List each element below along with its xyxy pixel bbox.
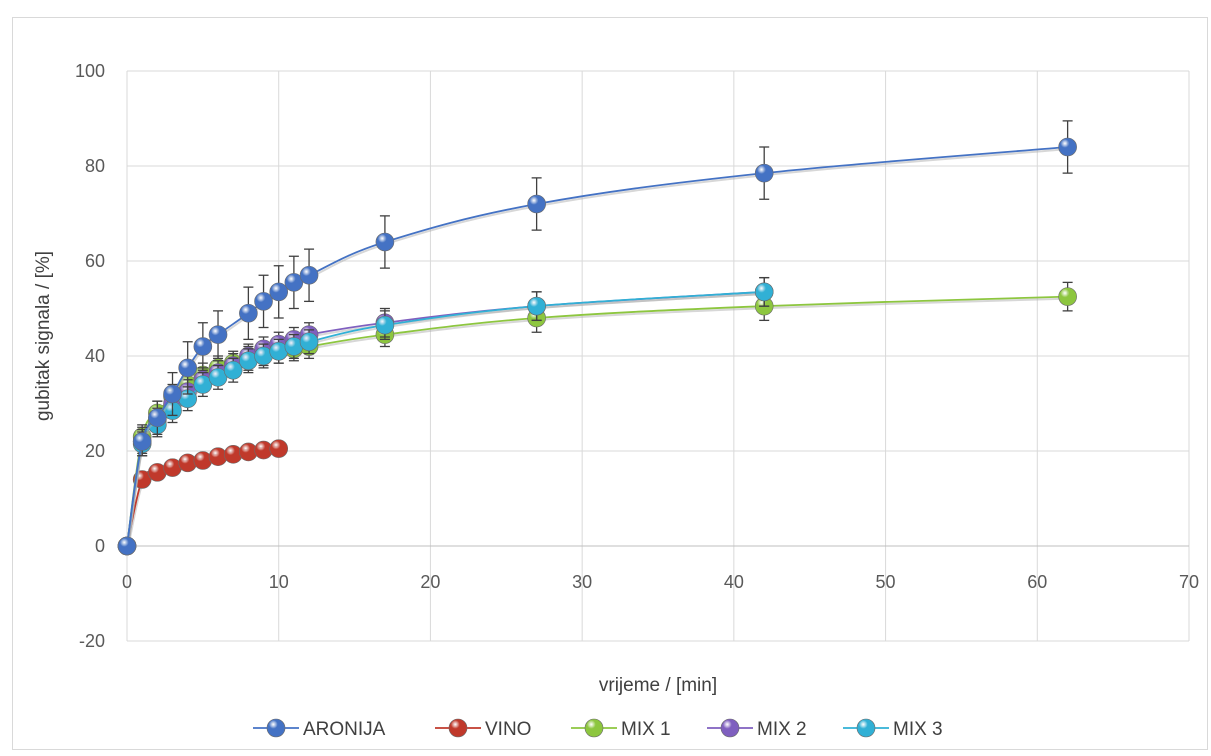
data-point <box>223 360 243 380</box>
legend-marker <box>584 718 604 738</box>
data-point <box>375 232 395 252</box>
data-point <box>178 358 197 378</box>
x-tick-label: 60 <box>1027 572 1047 592</box>
data-point <box>148 408 167 428</box>
y-tick-label: 40 <box>85 346 105 366</box>
chart-svg: -20 0 20 40 60 80 100 0 10 20 30 40 50 60 70 vrijeme … <box>33 61 1199 740</box>
data-point <box>117 536 137 556</box>
series-line <box>126 295 1068 547</box>
data-point <box>193 375 213 394</box>
legend-item-mix-1: MIX 1 <box>571 718 671 740</box>
y-tick-label: 60 <box>85 251 105 271</box>
legend-item-vino: VINO <box>435 718 531 740</box>
data-point <box>163 384 182 404</box>
legend-label: MIX 1 <box>621 719 671 740</box>
legend: ARONIJA VINO MIX 1 MIX 2 MIX 3 <box>253 718 943 740</box>
data-point <box>132 432 152 451</box>
legend-marker <box>448 718 468 738</box>
x-tick-label: 40 <box>724 572 744 592</box>
y-tick-label: 80 <box>85 156 105 176</box>
legend-marker <box>266 718 286 738</box>
y-tick-label: 20 <box>85 441 105 461</box>
legend-item-aronija: ARONIJA <box>253 718 386 740</box>
data-point <box>375 315 395 335</box>
data-point <box>1058 137 1077 157</box>
x-tick-label: 50 <box>876 572 896 592</box>
data-point <box>254 292 273 311</box>
data-point <box>269 439 289 458</box>
legend-item-mix-3: MIX 3 <box>843 718 943 740</box>
data-point <box>208 325 228 344</box>
series-mix-3 <box>117 276 774 556</box>
series-layer <box>117 120 1077 556</box>
y-tick-label: 100 <box>75 61 105 81</box>
legend-label: VINO <box>485 719 531 740</box>
series-vino <box>117 439 289 556</box>
y-tick-label: -20 <box>79 631 105 651</box>
data-point <box>284 273 304 292</box>
y-tick-label: 0 <box>95 536 105 556</box>
x-tick-label: 30 <box>572 572 592 592</box>
y-tick-labels: -20 0 20 40 60 80 100 <box>75 61 105 651</box>
data-point <box>208 368 228 387</box>
data-point <box>269 282 289 302</box>
grid-lines <box>126 70 1190 642</box>
data-point <box>1058 287 1077 306</box>
x-tick-label: 20 <box>420 572 440 592</box>
data-point <box>299 332 319 352</box>
legend-label: ARONIJA <box>303 719 386 740</box>
x-tick-label: 0 <box>122 572 132 592</box>
legend-marker <box>720 718 740 738</box>
x-axis-title: vrijeme / [min] <box>599 675 717 696</box>
data-point <box>299 265 319 285</box>
data-point <box>754 282 774 302</box>
x-tick-labels: 0 10 20 30 40 50 60 70 <box>122 572 1199 592</box>
legend-label: MIX 3 <box>893 719 943 740</box>
legend-marker <box>856 718 876 738</box>
data-point <box>527 296 546 316</box>
x-tick-label: 10 <box>269 572 289 592</box>
data-point <box>754 163 774 183</box>
legend-item-mix-2: MIX 2 <box>707 718 807 740</box>
series-mix-1 <box>117 281 1077 556</box>
y-axis-title: gubitak signala / [%] <box>33 251 54 421</box>
data-point <box>193 337 213 356</box>
series-line-shadow <box>127 297 1069 549</box>
legend-label: MIX 2 <box>757 719 807 740</box>
series-aronija <box>117 120 1077 556</box>
chart-frame: -20 0 20 40 60 80 100 0 10 20 30 40 50 60 70 vrijeme … <box>12 17 1208 750</box>
x-tick-label: 70 <box>1179 572 1199 592</box>
data-point <box>239 303 258 323</box>
data-point <box>527 194 546 214</box>
